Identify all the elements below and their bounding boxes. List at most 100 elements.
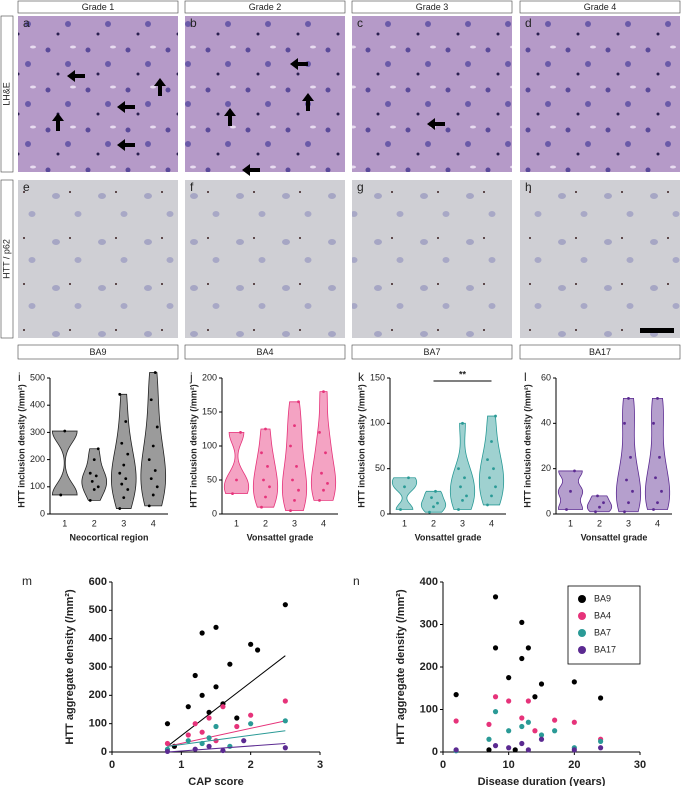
data-point (552, 717, 558, 723)
data-point (227, 661, 233, 667)
panel-letter: m (22, 574, 32, 588)
micrograph (18, 180, 178, 338)
data-point (594, 510, 597, 514)
data-point (573, 469, 576, 473)
data-point (88, 499, 92, 502)
data-point (457, 467, 460, 471)
row-label-box (0, 179, 14, 339)
data-point (199, 692, 205, 698)
x-axis-label: Vonsattel grade (581, 532, 648, 542)
micrograph (185, 16, 345, 172)
data-point (126, 452, 130, 456)
micrograph (18, 16, 178, 172)
data-point (434, 489, 437, 493)
data-point (492, 645, 499, 651)
region-header-box (184, 344, 346, 360)
panel-letter: l (524, 370, 527, 384)
data-point (571, 747, 577, 753)
panel-letter: j (189, 370, 193, 384)
data-point (486, 458, 489, 461)
data-point (506, 728, 512, 734)
x-tick-label: 0 (109, 759, 115, 771)
data-point (486, 736, 492, 742)
violin (644, 398, 671, 510)
data-point (320, 471, 323, 475)
data-point (220, 704, 226, 710)
data-point (147, 504, 151, 508)
x-tick-label: 10 (503, 759, 515, 771)
data-point (149, 398, 153, 402)
micrograph (352, 180, 512, 338)
header-box (17, 0, 179, 14)
data-point (490, 440, 493, 443)
data-point (486, 747, 492, 753)
violin (615, 398, 642, 513)
data-point (231, 492, 234, 495)
column-header: Grade 4 (584, 2, 617, 12)
violin (449, 422, 476, 510)
data-point (282, 698, 288, 704)
data-point (322, 390, 325, 393)
data-point (88, 471, 92, 475)
arrow (302, 93, 314, 111)
y-tick-label: 40 (541, 418, 551, 428)
y-tick-label: 60 (541, 372, 551, 382)
y-tick-label: 50 (375, 463, 385, 473)
data-point (631, 489, 634, 493)
y-tick-label: 200 (420, 661, 438, 673)
y-tick-label: 100 (30, 481, 45, 491)
column-header: Grade 1 (82, 2, 115, 12)
y-tick-label: 100 (370, 418, 385, 428)
micrograph (520, 180, 680, 338)
violin (391, 477, 418, 510)
legend-label: BA7 (594, 627, 611, 637)
trend-line (167, 730, 286, 747)
data-point (552, 728, 558, 734)
data-point (569, 489, 572, 493)
x-tick-label: 2 (263, 518, 268, 528)
y-tick-label: 200 (89, 689, 107, 701)
panel-letter: d (525, 16, 532, 30)
row-label-box (0, 15, 14, 173)
data-point (118, 507, 122, 510)
data-point (248, 712, 254, 718)
data-point (519, 715, 525, 721)
data-point (463, 476, 466, 480)
y-axis-label: HTT inclusion density (/mm²) (188, 384, 198, 508)
y-tick-label: 100 (89, 718, 107, 730)
y-axis-label: HTT inclusion density (/mm²) (16, 384, 26, 508)
region-header: BA9 (89, 347, 106, 357)
trend-line (167, 655, 286, 747)
column-header: Grade 2 (249, 2, 282, 12)
data-point (282, 602, 288, 608)
data-point (90, 479, 94, 483)
panel-letter: b (190, 16, 197, 30)
arrow (290, 58, 308, 70)
arrow (117, 139, 135, 151)
data-point (291, 478, 294, 482)
data-point (220, 747, 226, 754)
data-point (486, 503, 489, 507)
violin (223, 432, 250, 494)
row-label: LH&E (1, 82, 11, 106)
micrograph (352, 16, 512, 172)
x-tick-label: 3 (460, 518, 465, 528)
x-tick-label: 2 (248, 759, 254, 771)
y-tick-label: 20 (541, 463, 551, 473)
data-point (519, 740, 525, 747)
data-point (118, 471, 122, 475)
data-point (151, 444, 155, 448)
data-point (494, 485, 497, 489)
region-header-box (351, 344, 513, 360)
y-tick-label: 150 (370, 372, 385, 382)
x-axis-label: Vonsattel grade (415, 532, 482, 542)
data-point (492, 594, 499, 600)
data-point (571, 679, 577, 685)
panel-letter: a (23, 16, 30, 30)
data-point (239, 431, 242, 434)
data-point (656, 501, 659, 505)
violin (81, 448, 108, 501)
data-point (623, 421, 626, 425)
data-point (428, 510, 431, 514)
x-tick-label: 3 (317, 759, 323, 771)
